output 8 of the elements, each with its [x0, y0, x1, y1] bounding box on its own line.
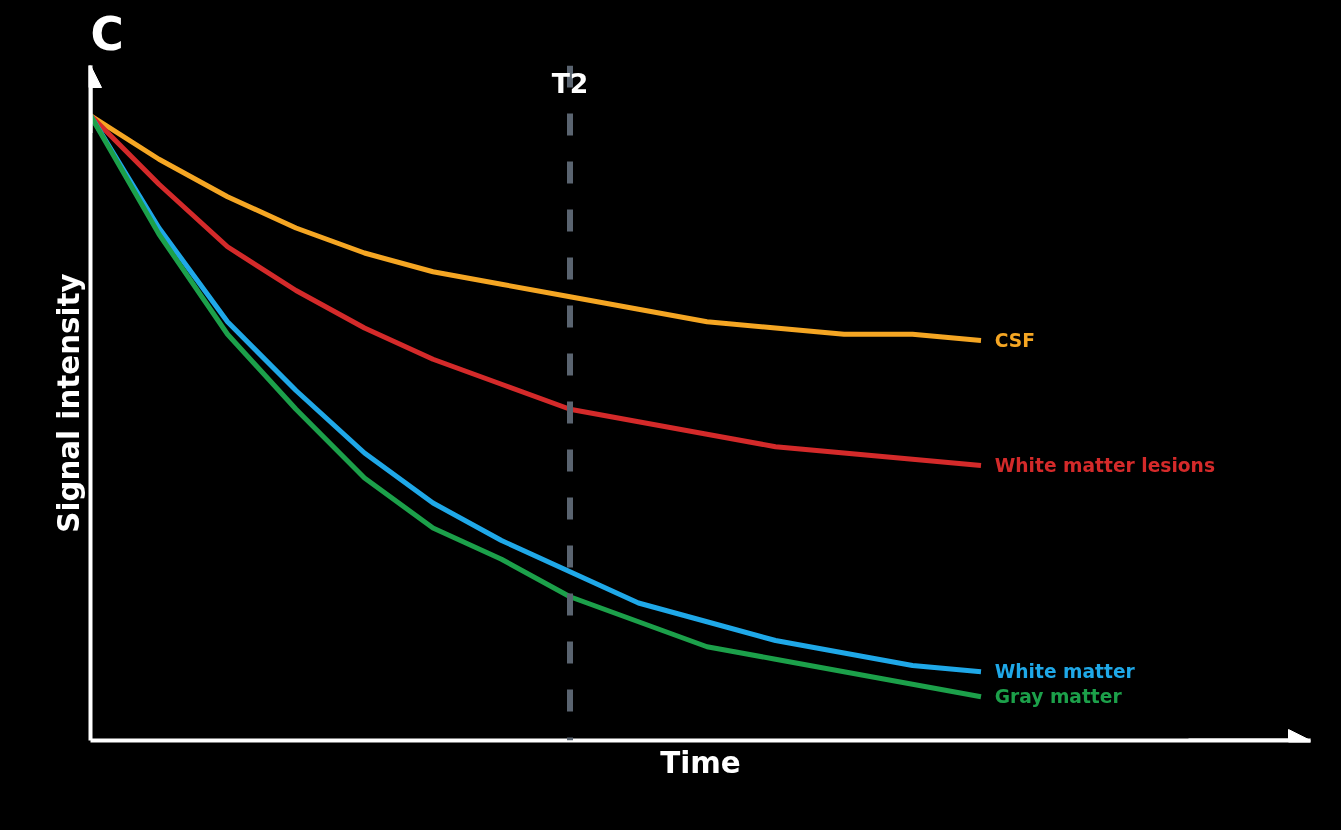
chart-title: C: [90, 7, 124, 61]
series-label: CSF: [994, 330, 1035, 351]
series-label: White matter: [994, 661, 1136, 683]
text: T2: [551, 68, 589, 100]
series-label: White matter lesions: [994, 455, 1216, 476]
series-label: Gray matter: [994, 686, 1123, 708]
x-axis-title: Time: [660, 745, 741, 780]
y-axis-title: Signal intensity: [51, 273, 86, 533]
